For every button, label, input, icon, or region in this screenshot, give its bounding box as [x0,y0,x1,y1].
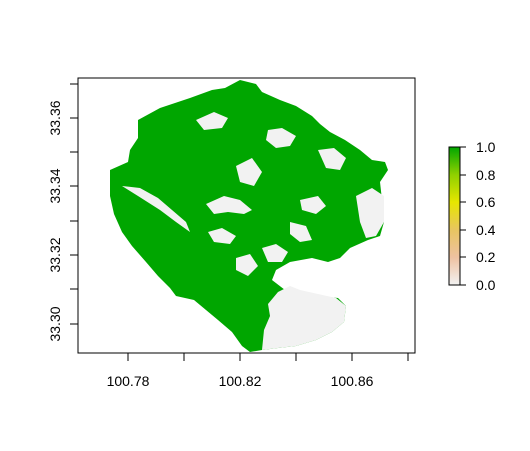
raster-low-patch-ne [318,148,346,170]
legend-tick-label: 0.4 [476,222,496,238]
y-tick-label: 33.36 [47,100,63,135]
y-tick-label: 33.30 [47,306,63,341]
x-tick-label: 100.82 [219,373,262,389]
raster-low-patch-streak2 [300,196,326,214]
raster-low-patch-streak5 [290,222,312,242]
x-tick-label: 100.78 [107,373,150,389]
legend-colorbar [448,146,461,286]
raster-low-patch-mid [236,158,262,186]
legend-tick-label: 1.0 [476,139,496,155]
legend-tick-label: 0.6 [476,194,496,210]
raster-layer [110,80,388,352]
legend-tick-label: 0.2 [476,249,496,265]
raster-low-patch-north [266,128,296,148]
legend-tick-label: 0.8 [476,167,496,183]
x-axis: 100.78 100.82 100.86 [78,352,415,389]
raster-low-patch-east [356,188,384,238]
raster-low-area [262,286,346,350]
y-tick-label: 33.32 [47,237,63,272]
raster-low-patch-streak3 [196,112,228,130]
raster-low-patch-streak1 [208,228,236,244]
x-tick-label: 100.86 [331,373,374,389]
y-tick-label: 33.34 [47,168,63,203]
legend-tick-label: 0.0 [476,277,496,293]
legend: 1.0 0.8 0.6 0.4 0.2 0.0 [448,139,496,293]
y-axis: 33.30 33.32 33.34 33.36 [47,78,79,353]
raster-low-patch-streak4 [236,254,258,276]
raster-low-patch-center [206,196,252,214]
raster-high-area [110,80,388,352]
raster-low-patch-south [262,244,288,262]
